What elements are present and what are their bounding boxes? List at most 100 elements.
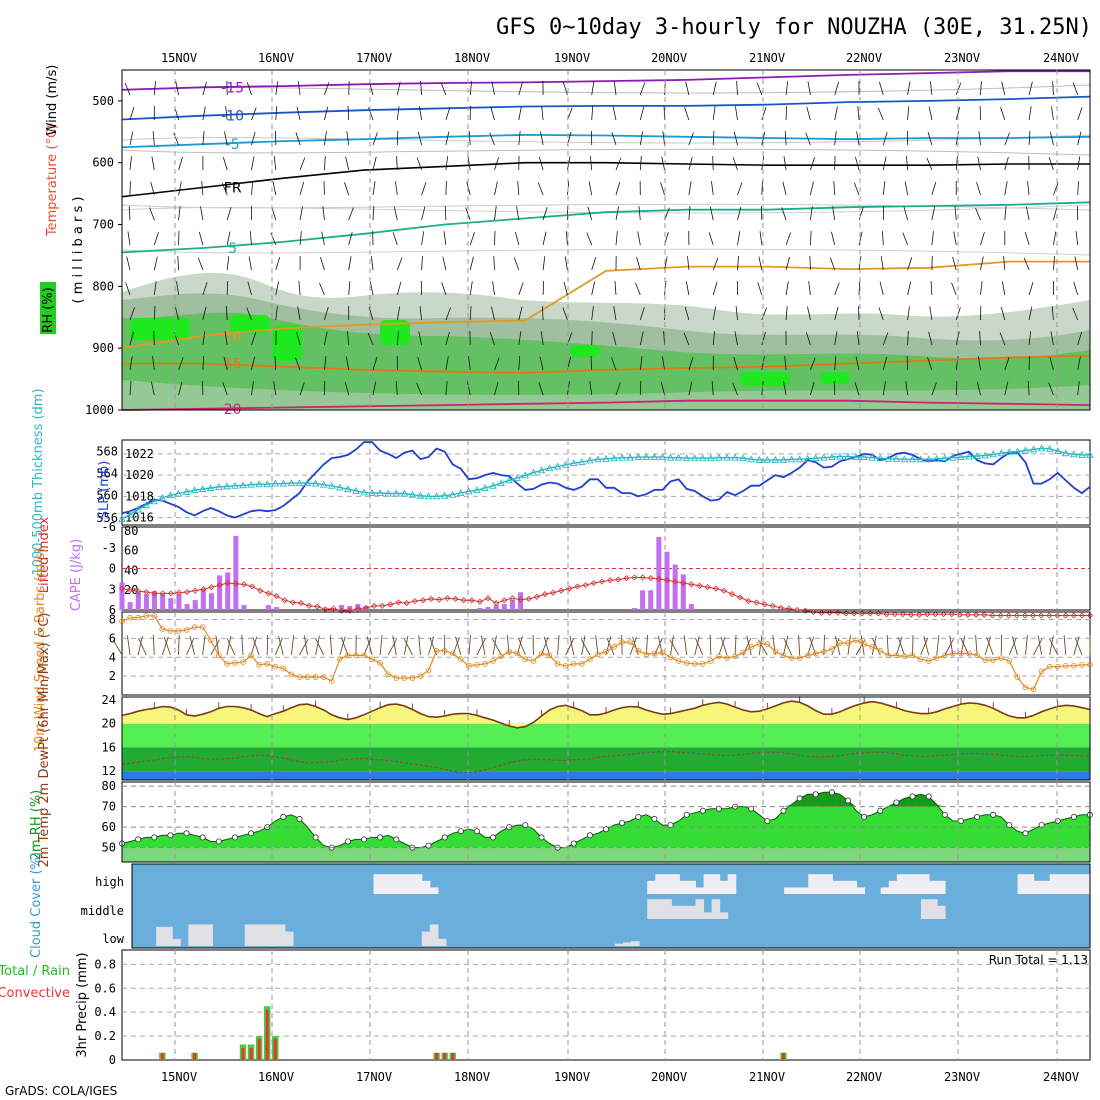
precip-tick-label: 0.6 [94,981,116,995]
date-label-bottom: 17NOV [356,1070,392,1084]
precip-tick-label: 0.8 [94,957,116,971]
thickness-marker [263,480,271,488]
rh-tick-label: 60 [102,820,116,834]
wind-speed-marker [361,652,367,659]
rh-marker [360,836,367,843]
wind-barb-10m [975,635,978,656]
thickness-marker [932,454,941,462]
wind-barb [761,381,764,396]
wind-barb-10m [186,637,195,656]
wind-speed-marker [183,627,190,633]
wind-barb [903,206,908,221]
wind-barb-10m [274,637,283,656]
wind-barb [542,256,546,271]
wind-barb [372,156,377,171]
wind-speed-marker [716,653,722,660]
thickness-marker [1045,444,1054,452]
wind-barb [129,156,132,171]
cape-bar [119,582,125,610]
wind-barb [732,382,738,396]
cloud-cell [808,874,817,894]
wind-barb [421,231,425,246]
wind-barb [125,282,131,296]
thickness-marker [965,452,973,460]
wind-barb [1025,206,1030,221]
wind-barb [783,381,787,396]
thickness-marker [400,489,409,497]
wind-barb [539,356,544,371]
wind-barb [372,132,378,146]
wind-barb [321,231,325,246]
rh-marker [1038,822,1045,829]
wind-barb [518,282,524,296]
slp-line [121,441,1091,519]
wind-barb [372,381,377,396]
wind-barb [299,157,306,171]
wind-speed-marker [248,652,254,659]
rh-band-low [122,847,1090,862]
rh-marker [570,840,577,847]
wind-barb [980,231,985,246]
cape-bar [241,605,247,610]
wind-barb [153,256,158,271]
wind-barb [975,207,981,221]
lifted-index-marker [916,611,923,618]
thickness-marker [198,485,207,493]
li-tick-label: -6 [102,520,116,534]
cloud-cell [719,880,729,894]
wind-speed-marker [683,660,690,666]
wind-barb [712,106,716,121]
wind-barb [882,156,887,171]
cloud-cell [856,887,866,894]
wind-barb [1075,231,1079,246]
wind-speed-marker [974,652,980,659]
rh-marker [828,789,835,796]
wind-barb [1001,281,1006,296]
wind-barb-10m [670,635,674,656]
wind-speed-marker [409,675,416,681]
slp-tick-label: 1020 [125,468,154,482]
wind-barb [417,131,422,146]
slp-tick-label: 1018 [125,489,154,503]
cloud-cell [792,887,801,894]
wind-speed-marker [280,665,287,672]
wind-barb [688,156,693,171]
wind-barb [467,156,471,171]
isotherm-label: -15 [221,80,244,96]
thickness-marker [868,453,876,461]
thickness-marker [126,510,134,518]
wind-barb [782,181,787,196]
cape-bar [135,592,141,610]
wind-barb [785,281,789,296]
wind-barb [152,356,155,371]
rh-marker [957,818,964,825]
wind-barb [931,206,936,221]
wind-barb [201,381,204,396]
thickness-marker [707,454,715,462]
thickness-marker [319,480,328,488]
rh-marker [990,811,997,818]
wind-speed-marker [603,648,609,655]
wind-barb [1048,157,1054,171]
wind-barb [297,306,301,321]
cloud-cell [631,941,640,946]
wind-barb [567,156,571,171]
wind-barb [589,381,593,396]
thickness-marker [481,484,489,491]
wind-barb [687,256,690,271]
wind-barb [1000,306,1006,321]
cape-bar [640,590,646,610]
wind-barb-10m [252,637,260,656]
thickness-marker [118,514,126,522]
wind-barb [442,256,447,271]
wind-barb [562,82,568,96]
thickness-marker [561,460,570,468]
wind-barb [877,107,884,121]
wind-barb [124,82,131,96]
wind-barb [639,356,643,371]
rh-marker [344,838,351,845]
cloud-cell [719,912,729,919]
isotherm-line [121,133,1091,149]
li-tick-label: 0 [109,562,116,576]
wind-barb [688,381,693,396]
